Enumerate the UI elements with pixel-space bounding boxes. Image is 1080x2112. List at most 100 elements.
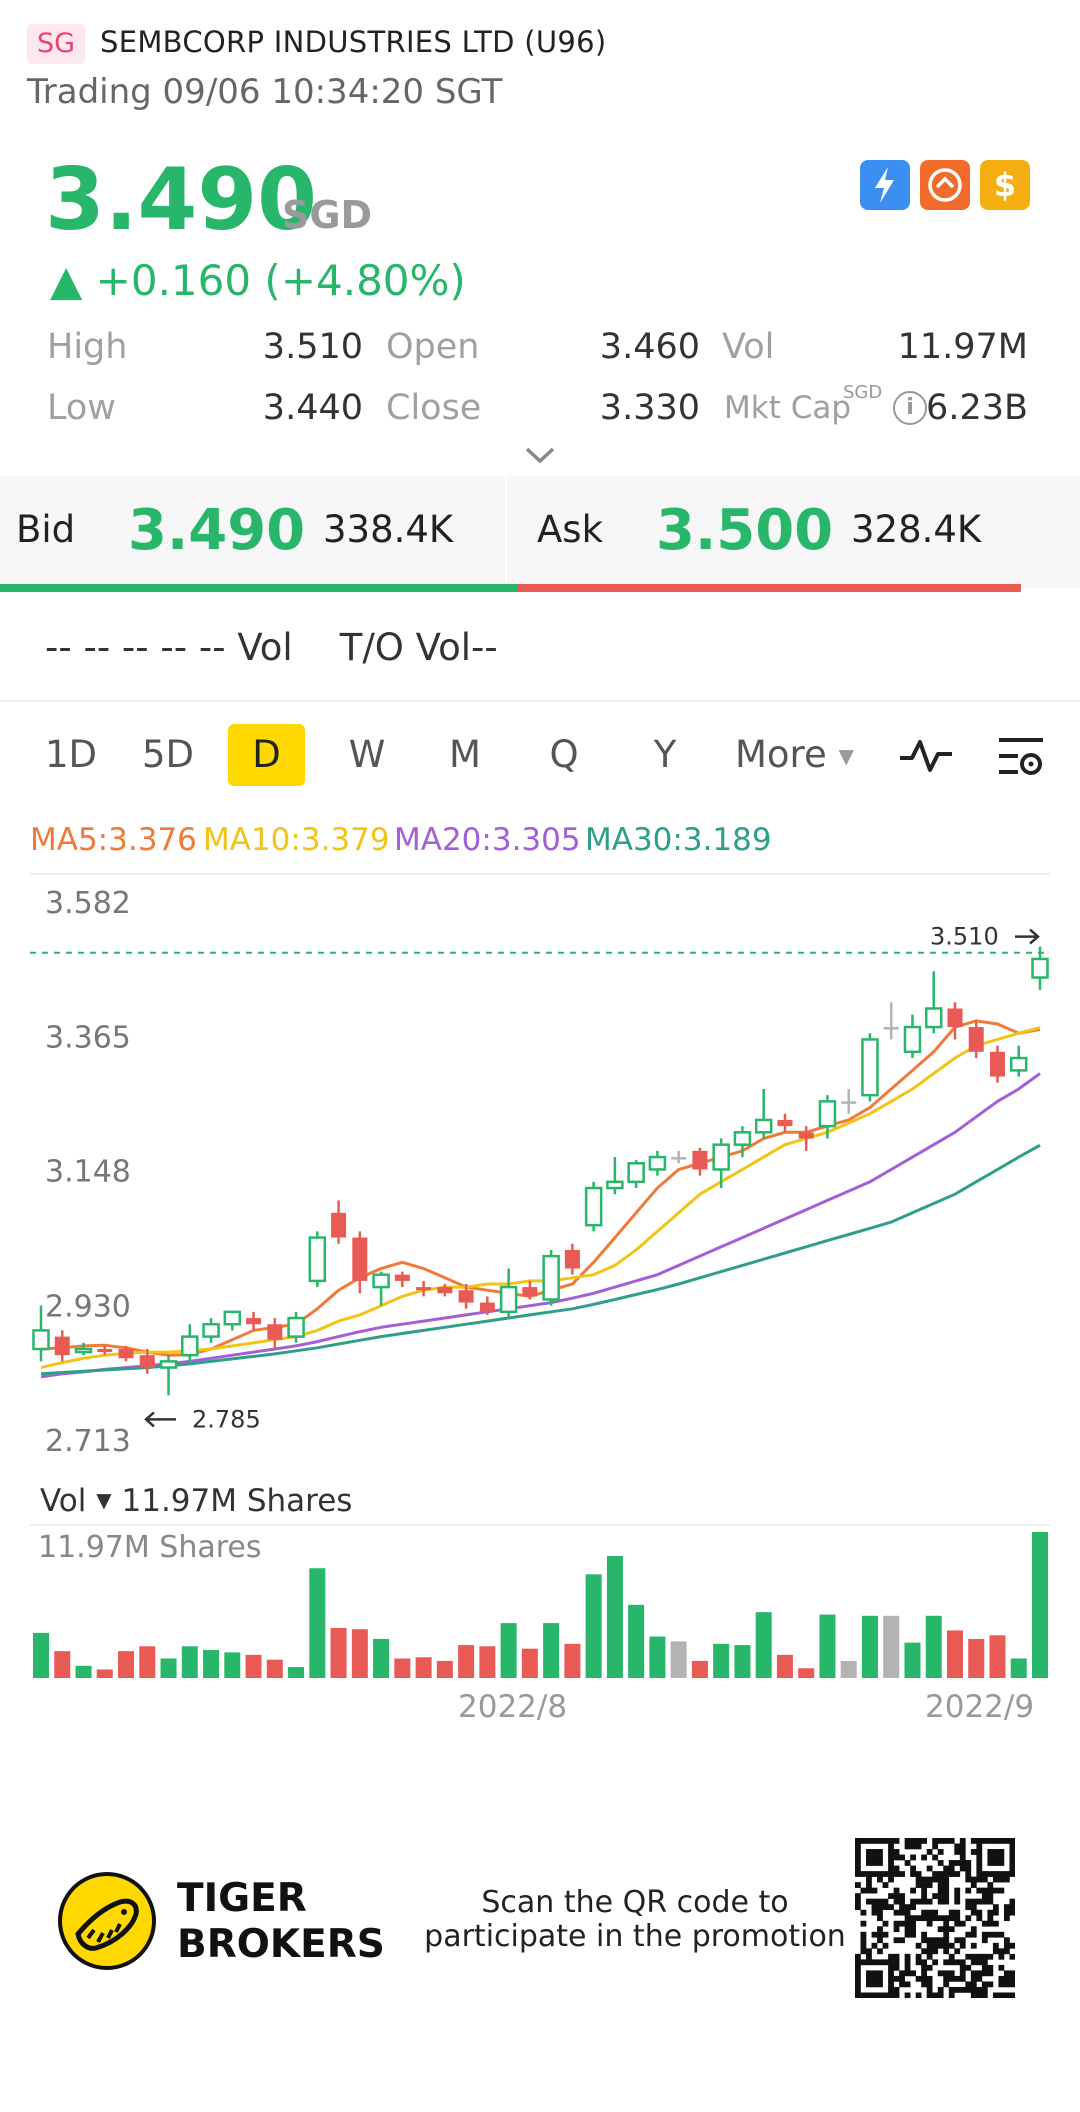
qr-module <box>976 1970 983 1977</box>
volume-bar <box>288 1667 305 1678</box>
volume-chart[interactable] <box>0 1530 1080 1682</box>
candlestick-chart[interactable]: 3.582 3.365 3.148 2.930 2.713 3.510 2.785 <box>0 870 1080 1470</box>
qr-module <box>998 1887 1005 1894</box>
candle-body <box>777 1119 793 1127</box>
qr-module <box>921 1981 928 1988</box>
qr-module <box>910 1871 916 1877</box>
swap-icon[interactable] <box>920 160 970 210</box>
qr-module <box>899 1871 905 1877</box>
qr-module <box>948 1926 955 1933</box>
qr-module <box>998 1964 1005 1971</box>
qr-module <box>866 1882 872 1888</box>
lightning-icon[interactable] <box>860 160 910 210</box>
qr-module <box>866 1876 872 1883</box>
candle-body <box>308 1236 327 1283</box>
qr-module <box>899 1975 905 1982</box>
ask-size: 328.4K <box>851 508 982 551</box>
tab-q[interactable]: Q <box>549 733 579 776</box>
qr-module <box>915 1882 922 1888</box>
tab-w[interactable]: W <box>348 733 386 776</box>
qr-module <box>992 1909 999 1916</box>
qr-module <box>954 1887 961 1894</box>
candle-body <box>861 1038 879 1097</box>
volume-bar <box>394 1658 411 1678</box>
qr-module <box>976 1975 983 1982</box>
tab-5d[interactable]: 5D <box>141 733 195 776</box>
qr-module <box>1003 1970 1010 1977</box>
qr-module <box>1003 1937 1010 1944</box>
qr-module <box>871 1981 878 1988</box>
tab-d[interactable]: D <box>228 724 305 786</box>
qr-module <box>1003 1948 1010 1955</box>
qr-module <box>981 1898 988 1905</box>
qr-module <box>877 1860 883 1866</box>
qr-module <box>910 1915 916 1922</box>
qr-module <box>987 1893 994 1899</box>
qr-module <box>877 1849 883 1855</box>
vol-label: Vol <box>722 327 775 367</box>
qr-module <box>992 1887 999 1894</box>
volume-title: Vol <box>40 1483 87 1519</box>
qr-module <box>981 1992 988 1998</box>
candle-body <box>32 1329 50 1351</box>
qr-module <box>937 1970 944 1977</box>
qr-module <box>976 1887 983 1894</box>
qr-module <box>921 1854 928 1861</box>
dollar-icon[interactable]: $ <box>980 160 1030 210</box>
qr-module <box>893 1964 900 1971</box>
qr-module <box>965 1986 972 1993</box>
volume-bar <box>904 1642 921 1678</box>
qr-module <box>855 1904 861 1911</box>
more-dropdown[interactable]: More ▼ <box>735 724 854 787</box>
qr-module <box>954 1849 961 1855</box>
qr-module <box>877 1854 883 1861</box>
qr-module <box>915 1975 922 1982</box>
bid-ask-panel <box>0 476 1080 588</box>
volume-bar <box>415 1657 432 1678</box>
qr-module <box>910 1931 916 1938</box>
qr-module <box>893 1926 900 1933</box>
qr-module <box>937 1882 944 1888</box>
svg-text:$: $ <box>994 166 1016 204</box>
qr-module <box>1009 1981 1015 1988</box>
qr-module <box>998 1992 1005 1998</box>
open-value: 3.460 <box>599 327 700 367</box>
qr-module <box>1009 1865 1015 1872</box>
volume-bar <box>118 1651 135 1678</box>
qr-module <box>904 1981 911 1988</box>
qr-module <box>976 1871 983 1877</box>
qr-module <box>926 1992 933 1998</box>
qr-module <box>992 1920 999 1927</box>
qr-module <box>1003 1871 1010 1877</box>
chart-settings-icon[interactable] <box>996 734 1046 780</box>
qr-module <box>976 1915 983 1922</box>
open-label: Open <box>386 327 480 367</box>
qr-module <box>976 1909 983 1916</box>
qr-module <box>965 1931 972 1938</box>
tab-y[interactable]: Y <box>653 733 677 776</box>
market-badge: SG <box>27 24 85 64</box>
qr-module <box>860 1948 867 1955</box>
chevron-down-icon[interactable] <box>522 440 558 470</box>
qr-module <box>926 1975 933 1982</box>
qr-module <box>866 1959 872 1966</box>
tab-m[interactable]: M <box>449 733 481 776</box>
candle-body <box>159 1360 178 1369</box>
indicator-icon[interactable] <box>898 736 954 776</box>
qr-module <box>943 1920 950 1927</box>
low-value: 3.440 <box>262 388 363 428</box>
qr-module <box>921 1838 928 1844</box>
qr-module <box>915 1959 922 1966</box>
qr-module <box>981 1970 988 1977</box>
qr-code[interactable] <box>855 1838 1015 1998</box>
volume-bar <box>861 1615 878 1678</box>
qr-module <box>943 1838 950 1844</box>
qr-module <box>981 1986 988 1993</box>
qr-module <box>998 1981 1005 1988</box>
tab-1d[interactable]: 1D <box>44 733 98 776</box>
qr-module <box>899 1920 905 1927</box>
volume-header[interactable]: Vol ▼ 11.97M Shares <box>40 1478 352 1523</box>
info-icon[interactable]: i <box>893 391 927 425</box>
qr-module <box>871 1854 878 1861</box>
qr-module <box>970 1992 977 1998</box>
